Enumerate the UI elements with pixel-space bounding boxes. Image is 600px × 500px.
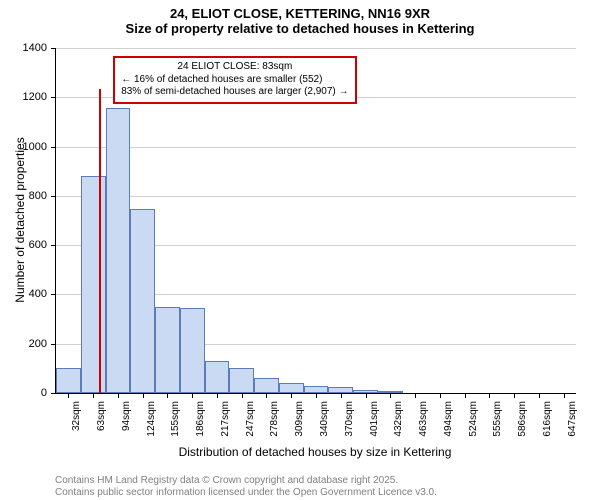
xtick-label: 432sqm xyxy=(393,401,404,437)
histogram-bar xyxy=(205,361,230,393)
xtick-label: 124sqm xyxy=(146,401,157,437)
ytick-mark xyxy=(51,393,56,394)
xtick-label: 155sqm xyxy=(170,401,181,437)
ytick-label: 400 xyxy=(7,288,47,300)
xtick-mark xyxy=(291,393,292,398)
xtick-mark xyxy=(242,393,243,398)
xtick-label: 186sqm xyxy=(195,401,206,437)
xtick-label: 555sqm xyxy=(492,401,503,437)
xtick-mark xyxy=(390,393,391,398)
ytick-mark xyxy=(51,344,56,345)
ytick-mark xyxy=(51,48,56,49)
xtick-label: 494sqm xyxy=(443,401,454,437)
ytick-mark xyxy=(51,294,56,295)
ytick-label: 200 xyxy=(7,338,47,350)
xtick-mark xyxy=(217,393,218,398)
chart-title-line2: Size of property relative to detached ho… xyxy=(0,21,600,36)
histogram-bar xyxy=(106,108,131,393)
histogram-bar xyxy=(130,209,155,393)
marker-callout: 24 ELIOT CLOSE: 83sqm← 16% of detached h… xyxy=(113,56,356,104)
xtick-label: 63sqm xyxy=(96,401,107,431)
histogram-bar xyxy=(81,176,106,393)
xtick-mark xyxy=(68,393,69,398)
histogram-bar xyxy=(155,307,180,393)
ytick-mark xyxy=(51,147,56,148)
callout-line: 83% of semi-detached houses are larger (… xyxy=(121,86,348,99)
xtick-label: 94sqm xyxy=(121,401,132,431)
xtick-mark xyxy=(316,393,317,398)
ytick-label: 800 xyxy=(7,190,47,202)
xtick-mark xyxy=(366,393,367,398)
xtick-label: 278sqm xyxy=(269,401,280,437)
xtick-label: 340sqm xyxy=(319,401,330,437)
xtick-mark xyxy=(415,393,416,398)
xtick-label: 463sqm xyxy=(418,401,429,437)
ytick-label: 1000 xyxy=(7,141,47,153)
attribution-line2: Contains public sector information licen… xyxy=(55,487,437,498)
xtick-mark xyxy=(440,393,441,398)
xtick-label: 217sqm xyxy=(220,401,231,437)
ytick-mark xyxy=(51,97,56,98)
chart-container: 24, ELIOT CLOSE, KETTERING, NN16 9XR Siz… xyxy=(0,0,600,500)
xtick-mark xyxy=(143,393,144,398)
xtick-mark xyxy=(167,393,168,398)
marker-line xyxy=(99,89,101,393)
xtick-mark xyxy=(564,393,565,398)
histogram-bar xyxy=(254,378,279,393)
ytick-label: 1400 xyxy=(7,42,47,54)
ytick-label: 600 xyxy=(7,239,47,251)
ytick-label: 1200 xyxy=(7,91,47,103)
plot-area: 24 ELIOT CLOSE: 83sqm← 16% of detached h… xyxy=(55,48,576,394)
gridline-h xyxy=(56,196,576,197)
callout-line: 24 ELIOT CLOSE: 83sqm xyxy=(121,61,348,74)
xtick-mark xyxy=(93,393,94,398)
callout-line: ← 16% of detached houses are smaller (55… xyxy=(121,74,348,87)
xtick-label: 370sqm xyxy=(344,401,355,437)
xtick-mark xyxy=(341,393,342,398)
xtick-mark xyxy=(514,393,515,398)
xtick-mark xyxy=(539,393,540,398)
histogram-bar xyxy=(304,386,329,393)
xtick-mark xyxy=(489,393,490,398)
attribution-line1: Contains HM Land Registry data © Crown c… xyxy=(55,475,398,486)
xtick-label: 309sqm xyxy=(294,401,305,437)
histogram-bar xyxy=(279,383,304,393)
xtick-mark xyxy=(192,393,193,398)
gridline-h xyxy=(56,48,576,49)
xtick-mark xyxy=(465,393,466,398)
histogram-bar xyxy=(180,308,205,393)
histogram-bar xyxy=(229,368,254,393)
gridline-h xyxy=(56,147,576,148)
xtick-label: 524sqm xyxy=(468,401,479,437)
xtick-label: 247sqm xyxy=(245,401,256,437)
ytick-label: 0 xyxy=(7,387,47,399)
xtick-mark xyxy=(266,393,267,398)
histogram-bar xyxy=(56,368,81,393)
chart-title-line1: 24, ELIOT CLOSE, KETTERING, NN16 9XR xyxy=(0,0,600,21)
ytick-mark xyxy=(51,245,56,246)
xtick-mark xyxy=(118,393,119,398)
xtick-label: 647sqm xyxy=(567,401,578,437)
xtick-label: 586sqm xyxy=(517,401,528,437)
x-axis-label: Distribution of detached houses by size … xyxy=(55,445,575,459)
xtick-label: 32sqm xyxy=(71,401,82,431)
xtick-label: 616sqm xyxy=(542,401,553,437)
xtick-label: 401sqm xyxy=(369,401,380,437)
ytick-mark xyxy=(51,196,56,197)
